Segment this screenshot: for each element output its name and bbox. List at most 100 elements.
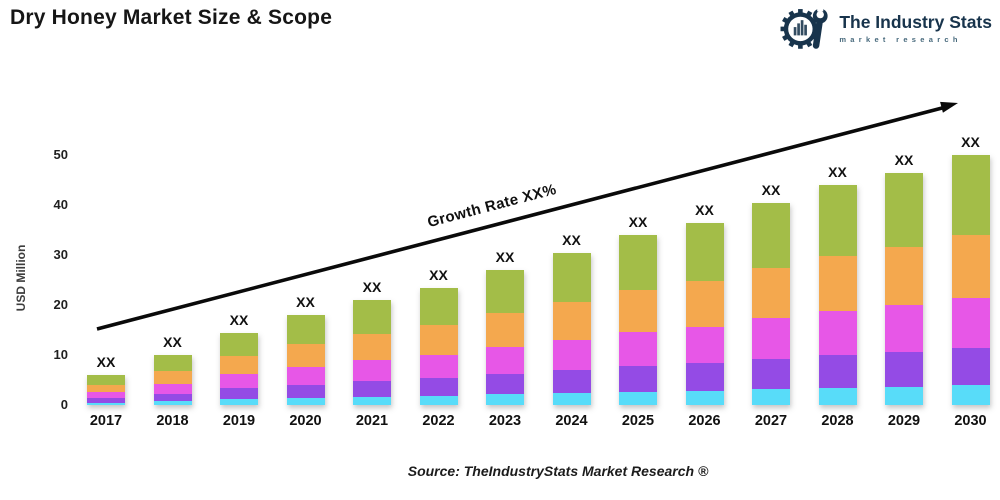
bar-segment-orange bbox=[286, 344, 325, 367]
bar-2028 bbox=[818, 185, 857, 405]
bar-segment-magenta bbox=[220, 373, 258, 388]
bar-segment-cyan bbox=[353, 396, 391, 405]
bar-segment-cyan bbox=[619, 391, 657, 405]
bar-value-label: XX bbox=[961, 134, 980, 150]
bar-segment-green bbox=[951, 155, 990, 235]
bar-segment-purple bbox=[552, 370, 591, 393]
bar-segment-cyan bbox=[818, 387, 857, 405]
bar-segment-orange bbox=[353, 333, 391, 360]
bar-segment-magenta bbox=[486, 346, 524, 374]
bar-segment-purple bbox=[885, 351, 923, 387]
bar-segment-orange bbox=[87, 384, 125, 392]
page-title: Dry Honey Market Size & Scope bbox=[10, 6, 333, 29]
bar-2023 bbox=[486, 270, 524, 405]
bar-value-label: XX bbox=[894, 151, 914, 168]
bar-segment-cyan bbox=[220, 399, 258, 405]
bar-value-label: XX bbox=[96, 354, 116, 370]
bar-2027 bbox=[752, 202, 790, 405]
bar-2025 bbox=[619, 235, 657, 405]
bar-segment-purple bbox=[818, 354, 857, 388]
x-tick-label: 2019 bbox=[222, 413, 256, 429]
y-tick-label: 30 bbox=[53, 247, 68, 262]
bar-segment-purple bbox=[419, 378, 458, 396]
bar-segment-orange bbox=[552, 301, 591, 340]
bar-value-label: XX bbox=[761, 181, 781, 198]
bar-segment-purple bbox=[752, 358, 790, 389]
bar-2030 bbox=[951, 155, 990, 405]
bar-segment-purple bbox=[685, 363, 724, 391]
brand-name: The Industry Stats bbox=[839, 11, 992, 32]
bar-segment-magenta bbox=[153, 383, 192, 394]
bar-segment-magenta bbox=[685, 326, 724, 363]
bar-segment-green bbox=[286, 315, 325, 344]
bar-segment-magenta bbox=[353, 359, 391, 381]
bar-segment-orange bbox=[752, 267, 790, 318]
bar-2018 bbox=[153, 355, 192, 405]
bar-segment-orange bbox=[419, 325, 458, 355]
x-tick-label: 2021 bbox=[355, 413, 389, 429]
bar-segment-green bbox=[552, 252, 591, 302]
y-tick-label: 0 bbox=[60, 397, 68, 412]
bar-segment-orange bbox=[885, 247, 923, 305]
bar-segment-purple bbox=[951, 347, 990, 385]
brand-logo: The Industry Stats market research bbox=[778, 4, 992, 52]
x-tick-label: 2026 bbox=[688, 413, 721, 429]
bar-segment-orange bbox=[153, 371, 192, 384]
bar-2021 bbox=[353, 300, 391, 405]
bar-segment-cyan bbox=[153, 401, 192, 405]
bar-value-label: XX bbox=[229, 311, 249, 328]
y-tick-label: 50 bbox=[53, 147, 68, 162]
bar-segment-orange bbox=[619, 289, 657, 332]
bar-2019 bbox=[220, 332, 258, 405]
bar-segment-green bbox=[818, 185, 857, 256]
bar-2017 bbox=[87, 375, 125, 405]
bar-segment-cyan bbox=[685, 390, 724, 405]
bar-segment-purple bbox=[87, 398, 125, 403]
bar-value-label: XX bbox=[495, 249, 515, 265]
brand-text: The Industry Stats market research bbox=[839, 12, 992, 45]
bar-segment-magenta bbox=[818, 310, 857, 355]
brand-tagline: market research bbox=[839, 35, 962, 45]
bar-segment-green bbox=[885, 172, 923, 247]
bar-segment-purple bbox=[153, 393, 192, 401]
bar-segment-cyan bbox=[951, 385, 990, 405]
bar-segment-orange bbox=[220, 355, 258, 374]
bar-value-label: XX bbox=[362, 279, 382, 295]
bar-segment-magenta bbox=[87, 392, 125, 398]
bar-segment-cyan bbox=[419, 395, 458, 405]
bar-segment-orange bbox=[486, 313, 524, 347]
bar-segment-purple bbox=[353, 380, 391, 397]
bar-value-label: XX bbox=[562, 231, 581, 248]
bar-segment-orange bbox=[818, 255, 857, 311]
x-tick-label: 2030 bbox=[954, 413, 987, 429]
bar-segment-green bbox=[153, 355, 192, 371]
source-note: Source: TheIndustryStats Market Research… bbox=[407, 463, 709, 479]
bar-segment-magenta bbox=[552, 339, 591, 370]
growth-annotation: Growth Rate XX% bbox=[425, 180, 559, 232]
bar-2022 bbox=[419, 287, 458, 405]
bar-segment-cyan bbox=[552, 393, 591, 405]
y-tick-label: 40 bbox=[53, 197, 68, 212]
bar-value-label: XX bbox=[296, 294, 315, 310]
bar-segment-magenta bbox=[419, 354, 458, 378]
bar-segment-purple bbox=[220, 388, 258, 399]
bar-segment-orange bbox=[951, 235, 990, 298]
bar-segment-cyan bbox=[286, 398, 325, 405]
bar-2024 bbox=[552, 252, 591, 405]
y-tick-label: 20 bbox=[53, 297, 68, 312]
bar-segment-green bbox=[419, 287, 458, 325]
bar-segment-green bbox=[619, 235, 657, 290]
bar-segment-green bbox=[486, 270, 524, 313]
bar-value-label: XX bbox=[429, 266, 448, 283]
bar-segment-green bbox=[752, 202, 790, 268]
bar-segment-green bbox=[353, 300, 391, 334]
x-tick-label: 2027 bbox=[754, 413, 788, 429]
x-tick-label: 2017 bbox=[89, 413, 123, 429]
x-tick-label: 2020 bbox=[289, 413, 322, 429]
bar-2029 bbox=[885, 172, 923, 405]
bar-segment-green bbox=[87, 375, 125, 385]
bar-segment-cyan bbox=[87, 402, 125, 405]
bar-segment-magenta bbox=[286, 366, 325, 385]
bar-segment-purple bbox=[486, 373, 524, 394]
